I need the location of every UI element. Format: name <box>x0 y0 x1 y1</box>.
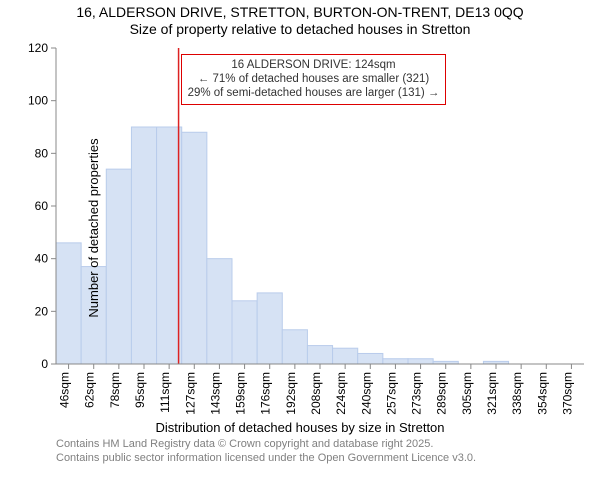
histogram-bar <box>408 358 433 363</box>
histogram-bar <box>383 358 408 363</box>
histogram-bar <box>131 127 156 364</box>
histogram-bar <box>358 353 383 364</box>
x-tick-label: 127sqm <box>183 372 197 415</box>
x-tick-label: 208sqm <box>309 372 323 415</box>
title-line-1: 16, ALDERSON DRIVE, STRETTON, BURTON-ON-… <box>0 4 600 21</box>
histogram-bar <box>207 258 232 363</box>
histogram-bar <box>333 348 358 364</box>
x-tick-label: 321sqm <box>485 372 499 415</box>
x-tick-label: 240sqm <box>359 372 373 415</box>
plot-area: Number of detached properties 0 20 40 60 80 1… <box>0 38 600 418</box>
histogram-bar <box>257 292 282 363</box>
footer-line-1: Contains HM Land Registry data © Crown c… <box>56 437 600 451</box>
marker-annotation: 16 ALDERSON DRIVE: 124sqm ← 71% of detac… <box>181 54 447 105</box>
y-tick-label: 80 <box>35 146 49 160</box>
x-axis-label: Distribution of detached houses by size … <box>0 418 600 435</box>
y-tick-label: 120 <box>28 41 48 55</box>
annotation-line-3: 29% of semi-detached houses are larger (… <box>188 86 440 100</box>
x-tick-label: 111sqm <box>158 372 172 413</box>
x-tick-label: 273sqm <box>410 372 424 415</box>
x-tick-label: 143sqm <box>208 372 222 415</box>
y-tick-label: 40 <box>35 251 49 265</box>
annotation-line-2: ← 71% of detached houses are smaller (32… <box>188 72 440 86</box>
x-tick-label: 370sqm <box>560 372 574 415</box>
x-tick-label: 354sqm <box>535 372 549 415</box>
y-tick-label: 20 <box>35 304 49 318</box>
annotation-line-1: 16 ALDERSON DRIVE: 124sqm <box>188 58 440 72</box>
footer-line-2: Contains public sector information licen… <box>56 451 600 465</box>
histogram-bar <box>106 169 131 364</box>
x-tick-label: 289sqm <box>435 372 449 415</box>
x-tick-label: 305sqm <box>460 372 474 415</box>
x-tick-label: 95sqm <box>133 372 147 408</box>
x-tick-label: 78sqm <box>108 372 122 408</box>
histogram-bar <box>282 329 307 363</box>
histogram-bar <box>232 300 257 363</box>
x-tick-label: 224sqm <box>334 372 348 415</box>
histogram-bar <box>307 345 332 363</box>
x-tick-label: 257sqm <box>384 372 398 415</box>
x-tick-label: 192sqm <box>284 372 298 415</box>
histogram-bar <box>182 132 207 364</box>
y-tick-label: 0 <box>41 357 48 371</box>
x-tick-label: 159sqm <box>234 372 248 415</box>
title-line-2: Size of property relative to detached ho… <box>0 21 600 38</box>
y-axis-label: Number of detached properties <box>86 138 101 317</box>
chart-title: 16, ALDERSON DRIVE, STRETTON, BURTON-ON-… <box>0 0 600 38</box>
x-tick-label: 62sqm <box>83 372 97 408</box>
x-tick-label: 176sqm <box>259 372 273 415</box>
histogram-bar <box>56 242 81 363</box>
y-tick-label: 100 <box>28 93 48 107</box>
x-tick-label: 46sqm <box>58 372 72 408</box>
y-tick-label: 60 <box>35 199 49 213</box>
x-tick-label: 338sqm <box>510 372 524 415</box>
footer: Contains HM Land Registry data © Crown c… <box>0 435 600 466</box>
